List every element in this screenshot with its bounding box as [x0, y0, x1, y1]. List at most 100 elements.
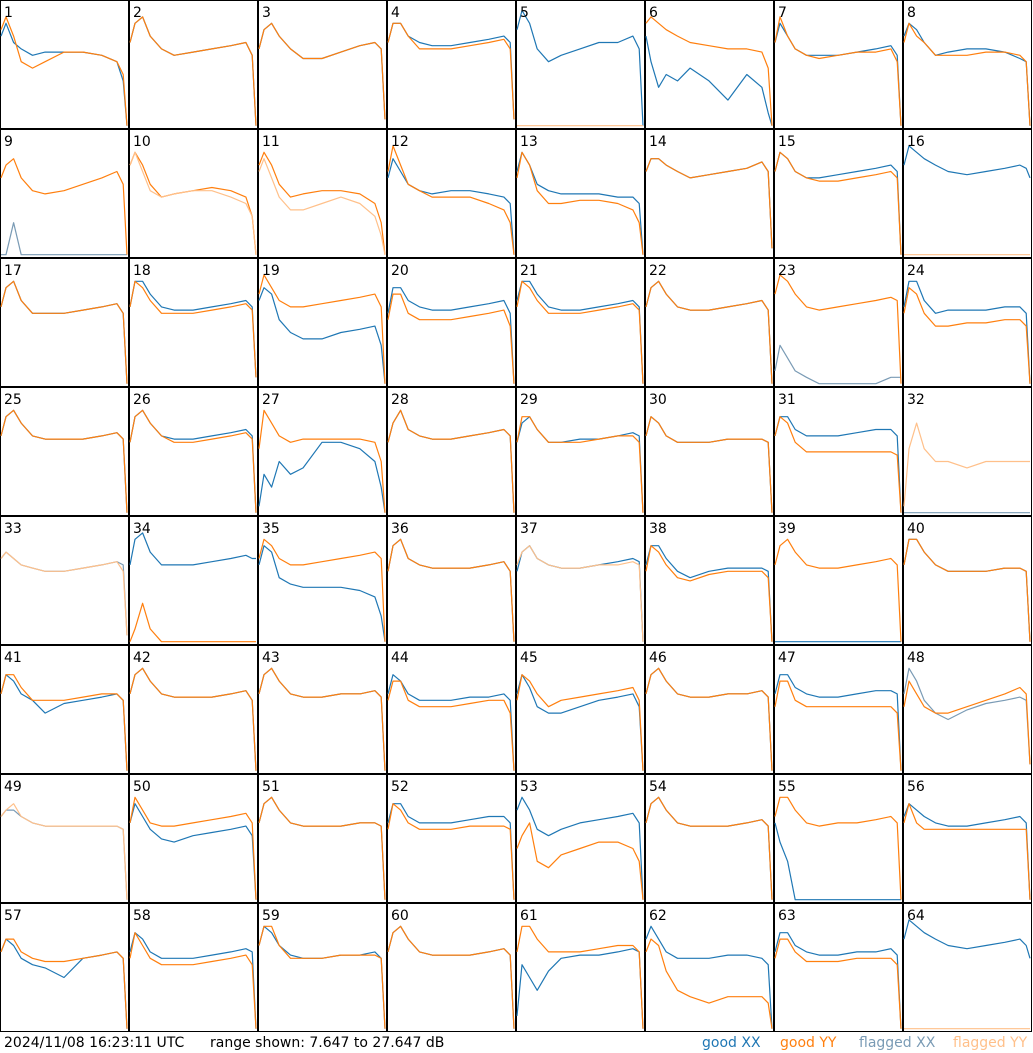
- trace: [0, 158, 128, 255]
- trace: [516, 674, 644, 771]
- panel-frame: [903, 516, 1032, 645]
- trace: [903, 538, 1031, 642]
- trace: [516, 9, 644, 126]
- panel-frame: [387, 516, 516, 645]
- panel-number: 12: [391, 134, 409, 150]
- panel-number: 31: [778, 392, 796, 408]
- trace: [645, 158, 773, 249]
- panel-frame: [516, 0, 645, 129]
- panel-frame: [516, 129, 645, 258]
- trace: [258, 22, 386, 120]
- trace: [903, 145, 1031, 179]
- trace: [645, 35, 773, 126]
- trace: [516, 822, 644, 900]
- panel-number: 41: [4, 650, 22, 666]
- panel-frame: [903, 903, 1032, 1032]
- trace: [387, 293, 515, 384]
- panel-frame: [903, 129, 1032, 258]
- panel-frame: [129, 387, 258, 516]
- trace: [387, 803, 515, 900]
- panel-number: 29: [520, 392, 538, 408]
- trace: [0, 22, 128, 126]
- panel-number: 38: [649, 521, 667, 537]
- trace: [516, 948, 644, 1029]
- trace: [645, 667, 773, 771]
- trace: [774, 796, 902, 900]
- panel-number: 5: [520, 5, 529, 21]
- panel-number: 36: [391, 521, 409, 537]
- panel-number: 42: [133, 650, 151, 666]
- trace: [774, 344, 901, 385]
- panel-number: 59: [262, 908, 280, 924]
- panel-number: 27: [262, 392, 280, 408]
- panel-frame: [129, 903, 258, 1032]
- panel-frame: [129, 258, 258, 387]
- trace: [516, 796, 644, 900]
- panel-number: 49: [4, 779, 22, 795]
- panel-frame: [0, 0, 129, 129]
- panel-frame: [387, 0, 516, 129]
- panel-number: 52: [391, 779, 409, 795]
- panel-frame: [258, 774, 387, 903]
- panel-number: 58: [133, 908, 151, 924]
- panel-frame: [129, 129, 258, 258]
- trace: [0, 938, 128, 1029]
- panel-frame: [0, 903, 129, 1032]
- panel-number: 44: [391, 650, 409, 666]
- panel-number: 19: [262, 263, 280, 279]
- panel-number: 4: [391, 5, 400, 21]
- panel-number: 63: [778, 908, 796, 924]
- trace: [774, 822, 901, 901]
- trace: [903, 680, 1031, 765]
- legend-entry: good YY: [780, 1035, 837, 1051]
- trace: [645, 280, 773, 384]
- trace: [516, 151, 644, 255]
- panel-frame: [516, 645, 645, 774]
- timestamp: 2024/11/08 16:23:11 UTC: [4, 1035, 184, 1051]
- panel-number: 60: [391, 908, 409, 924]
- panel-frame: [903, 0, 1032, 129]
- trace: [129, 151, 257, 255]
- panel-frame: [0, 258, 129, 387]
- trace: [129, 409, 257, 513]
- panel-frame: [774, 645, 903, 774]
- legend-entry: flagged XX: [859, 1035, 936, 1051]
- panel-frame: [387, 774, 516, 903]
- panel-frame: [774, 258, 903, 387]
- trace: [387, 287, 515, 384]
- trace: [903, 538, 1031, 642]
- trace: [1, 222, 127, 256]
- panel-number: 8: [907, 5, 916, 21]
- panel-number: 34: [133, 521, 151, 537]
- trace: [516, 280, 644, 384]
- trace: [129, 151, 257, 255]
- trace: [516, 151, 644, 255]
- panel-frame: [774, 774, 903, 903]
- trace: [516, 925, 644, 1029]
- trace: [774, 680, 902, 771]
- panel-number: 39: [778, 521, 796, 537]
- panel-number: 62: [649, 908, 667, 924]
- trace: [774, 538, 902, 642]
- panel-frame: [0, 387, 129, 516]
- trace: [258, 441, 386, 513]
- panel-number: 45: [520, 650, 538, 666]
- trace: [0, 809, 128, 900]
- panel-number: 20: [391, 263, 409, 279]
- trace: [645, 158, 773, 249]
- trace: [0, 409, 128, 513]
- trace: [387, 680, 515, 771]
- trace: [516, 416, 644, 513]
- panel-frame: [516, 387, 645, 516]
- panel-number: 7: [778, 5, 787, 21]
- trace: [387, 925, 515, 1029]
- panel-number: 33: [4, 521, 22, 537]
- trace: [258, 274, 386, 384]
- trace: [516, 545, 644, 642]
- panel-number: 28: [391, 392, 409, 408]
- trace: [129, 280, 257, 378]
- panel-frame: [387, 129, 516, 258]
- trace: [258, 545, 386, 642]
- panel-number: 35: [262, 521, 280, 537]
- panel-frame: [903, 645, 1032, 774]
